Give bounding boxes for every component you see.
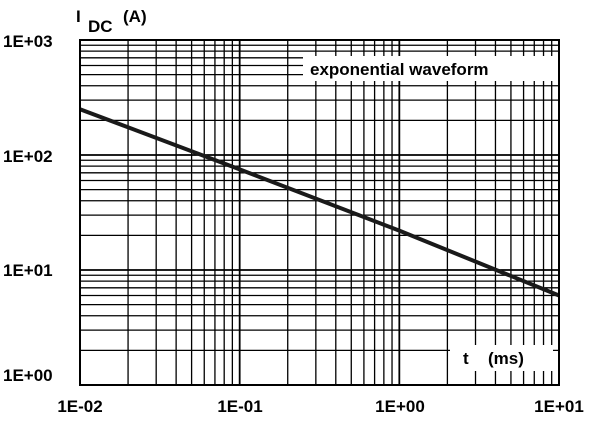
x-axis-label-background [450, 345, 553, 371]
x-tick-label-0: 1E-02 [57, 397, 102, 416]
y-axis-label-subscript: DC [88, 17, 113, 36]
plot-frame [79, 39, 560, 386]
grid-layer [79, 40, 559, 386]
x-tick-label-1: 1E-01 [217, 397, 262, 416]
y-tick-label-2: 1E+02 [3, 147, 53, 166]
x-axis-label-unit: (ms) [488, 349, 524, 368]
series-line-0 [79, 107, 560, 298]
y-tick-label-0: 1E+00 [3, 366, 53, 385]
y-axis-label-symbol: I [76, 7, 81, 26]
x-axis-label-symbol: t [463, 349, 469, 368]
annotation-background [303, 56, 559, 81]
x-tick-label-3: 1E+01 [534, 397, 584, 416]
x-tick-label-2: 1E+00 [375, 397, 425, 416]
series-layer [79, 107, 560, 298]
y-tick-label-1: 1E+01 [3, 261, 53, 280]
y-tick-label-3: 1E+03 [3, 32, 53, 51]
y-axis-label-unit: (A) [123, 7, 147, 26]
annotation-text: exponential waveform [310, 60, 489, 79]
